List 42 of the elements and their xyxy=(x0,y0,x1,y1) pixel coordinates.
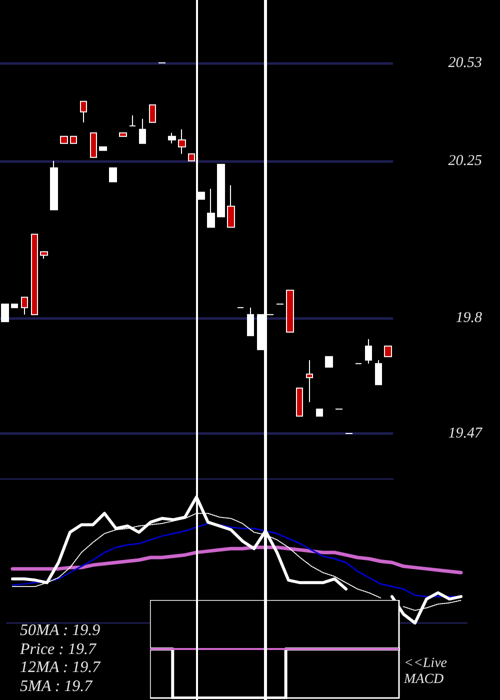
text: <<Live MACD xyxy=(404,656,448,688)
candlestick xyxy=(257,314,264,350)
text: 12MA : 19.7 xyxy=(20,659,100,678)
candlestick xyxy=(139,118,146,144)
y-tick-label: 20.25 xyxy=(448,152,482,169)
candlestick xyxy=(119,132,127,137)
candlestick xyxy=(384,346,392,358)
candlestick xyxy=(99,146,107,151)
candlestick xyxy=(1,304,9,322)
text: Price : 19.7 xyxy=(20,640,98,659)
candlestick xyxy=(207,188,215,228)
candlestick xyxy=(21,296,28,316)
candlestick xyxy=(60,136,68,144)
candlestick xyxy=(375,360,382,386)
candlestick xyxy=(31,234,38,316)
candlestick xyxy=(306,360,313,403)
candlestick xyxy=(316,408,323,417)
candlestick xyxy=(325,356,333,368)
candlestick xyxy=(296,388,303,417)
candlestick xyxy=(50,160,58,210)
candlestick xyxy=(168,132,176,144)
y-tick-label: 19.8 xyxy=(456,310,482,326)
candlestick xyxy=(286,290,294,333)
candlestick xyxy=(178,128,186,154)
candlestick xyxy=(247,307,254,336)
candlestick xyxy=(80,100,87,123)
candlestick xyxy=(227,184,235,228)
candlestick xyxy=(70,136,77,144)
candlestick xyxy=(40,251,48,260)
candlestick xyxy=(188,153,195,162)
annotation: 50MA : 19.9 xyxy=(20,622,100,640)
candlestick xyxy=(129,114,136,126)
candlestick xyxy=(365,338,372,364)
text: 5MA : 19.7 xyxy=(20,678,94,696)
candlestick xyxy=(90,132,97,158)
candlestick xyxy=(149,104,156,123)
y-tick-label: 19.47 xyxy=(448,426,484,442)
candlestick xyxy=(217,164,225,218)
candlestick xyxy=(11,304,18,308)
candlestick xyxy=(109,167,117,182)
y-tick-label: 20.53 xyxy=(448,54,482,71)
candlestick xyxy=(198,192,205,200)
